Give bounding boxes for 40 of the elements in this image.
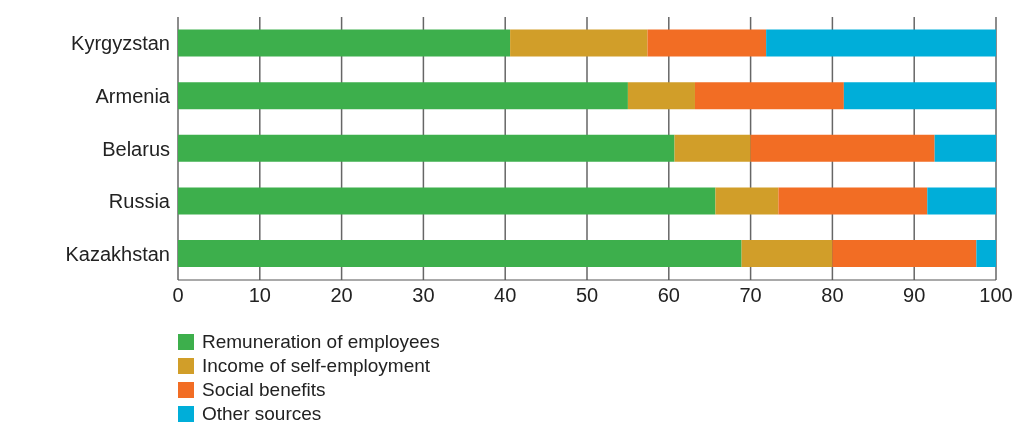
x-tick-label: 30 — [412, 284, 435, 307]
x-tick-label: 90 — [903, 284, 926, 307]
bar — [766, 29, 996, 57]
bar — [750, 134, 935, 162]
bar — [178, 134, 675, 162]
x-tick-label: 50 — [575, 284, 599, 307]
x-tick-label: 60 — [657, 284, 680, 307]
bar — [674, 134, 751, 162]
x-tick-label: 40 — [494, 284, 517, 307]
legend-label: Remuneration of employees — [202, 331, 440, 353]
bar — [927, 187, 996, 215]
bar — [715, 187, 779, 215]
y-tick-label: Armenia — [95, 85, 171, 107]
bar — [178, 29, 511, 57]
legend-label: Social benefits — [202, 379, 326, 401]
bar — [510, 29, 648, 57]
bar — [178, 187, 716, 215]
x-tick-label: 100 — [979, 284, 1013, 307]
bar — [778, 187, 928, 215]
bar — [934, 134, 996, 162]
legend-label: Income of self-employment — [202, 355, 431, 377]
bar — [741, 240, 833, 268]
y-tick-label: Belarus — [102, 137, 170, 160]
bar — [832, 240, 977, 268]
bar — [843, 82, 996, 110]
bar — [627, 82, 695, 110]
y-tick-label: Kazakhstan — [65, 242, 170, 265]
legend-label: Other sources — [202, 403, 322, 425]
x-tick-label: 0 — [172, 284, 184, 307]
y-tick-label: Kyrgyzstan — [71, 32, 170, 55]
bar — [178, 240, 742, 268]
bar — [976, 240, 996, 268]
x-tick-label: 80 — [821, 284, 844, 307]
bar — [647, 29, 767, 57]
bar — [178, 82, 628, 110]
x-tick-label: 10 — [248, 284, 271, 307]
x-tick-label: 20 — [330, 284, 353, 307]
bar — [694, 82, 844, 110]
y-tick-label: Russia — [108, 190, 171, 213]
x-tick-label: 70 — [739, 284, 762, 307]
